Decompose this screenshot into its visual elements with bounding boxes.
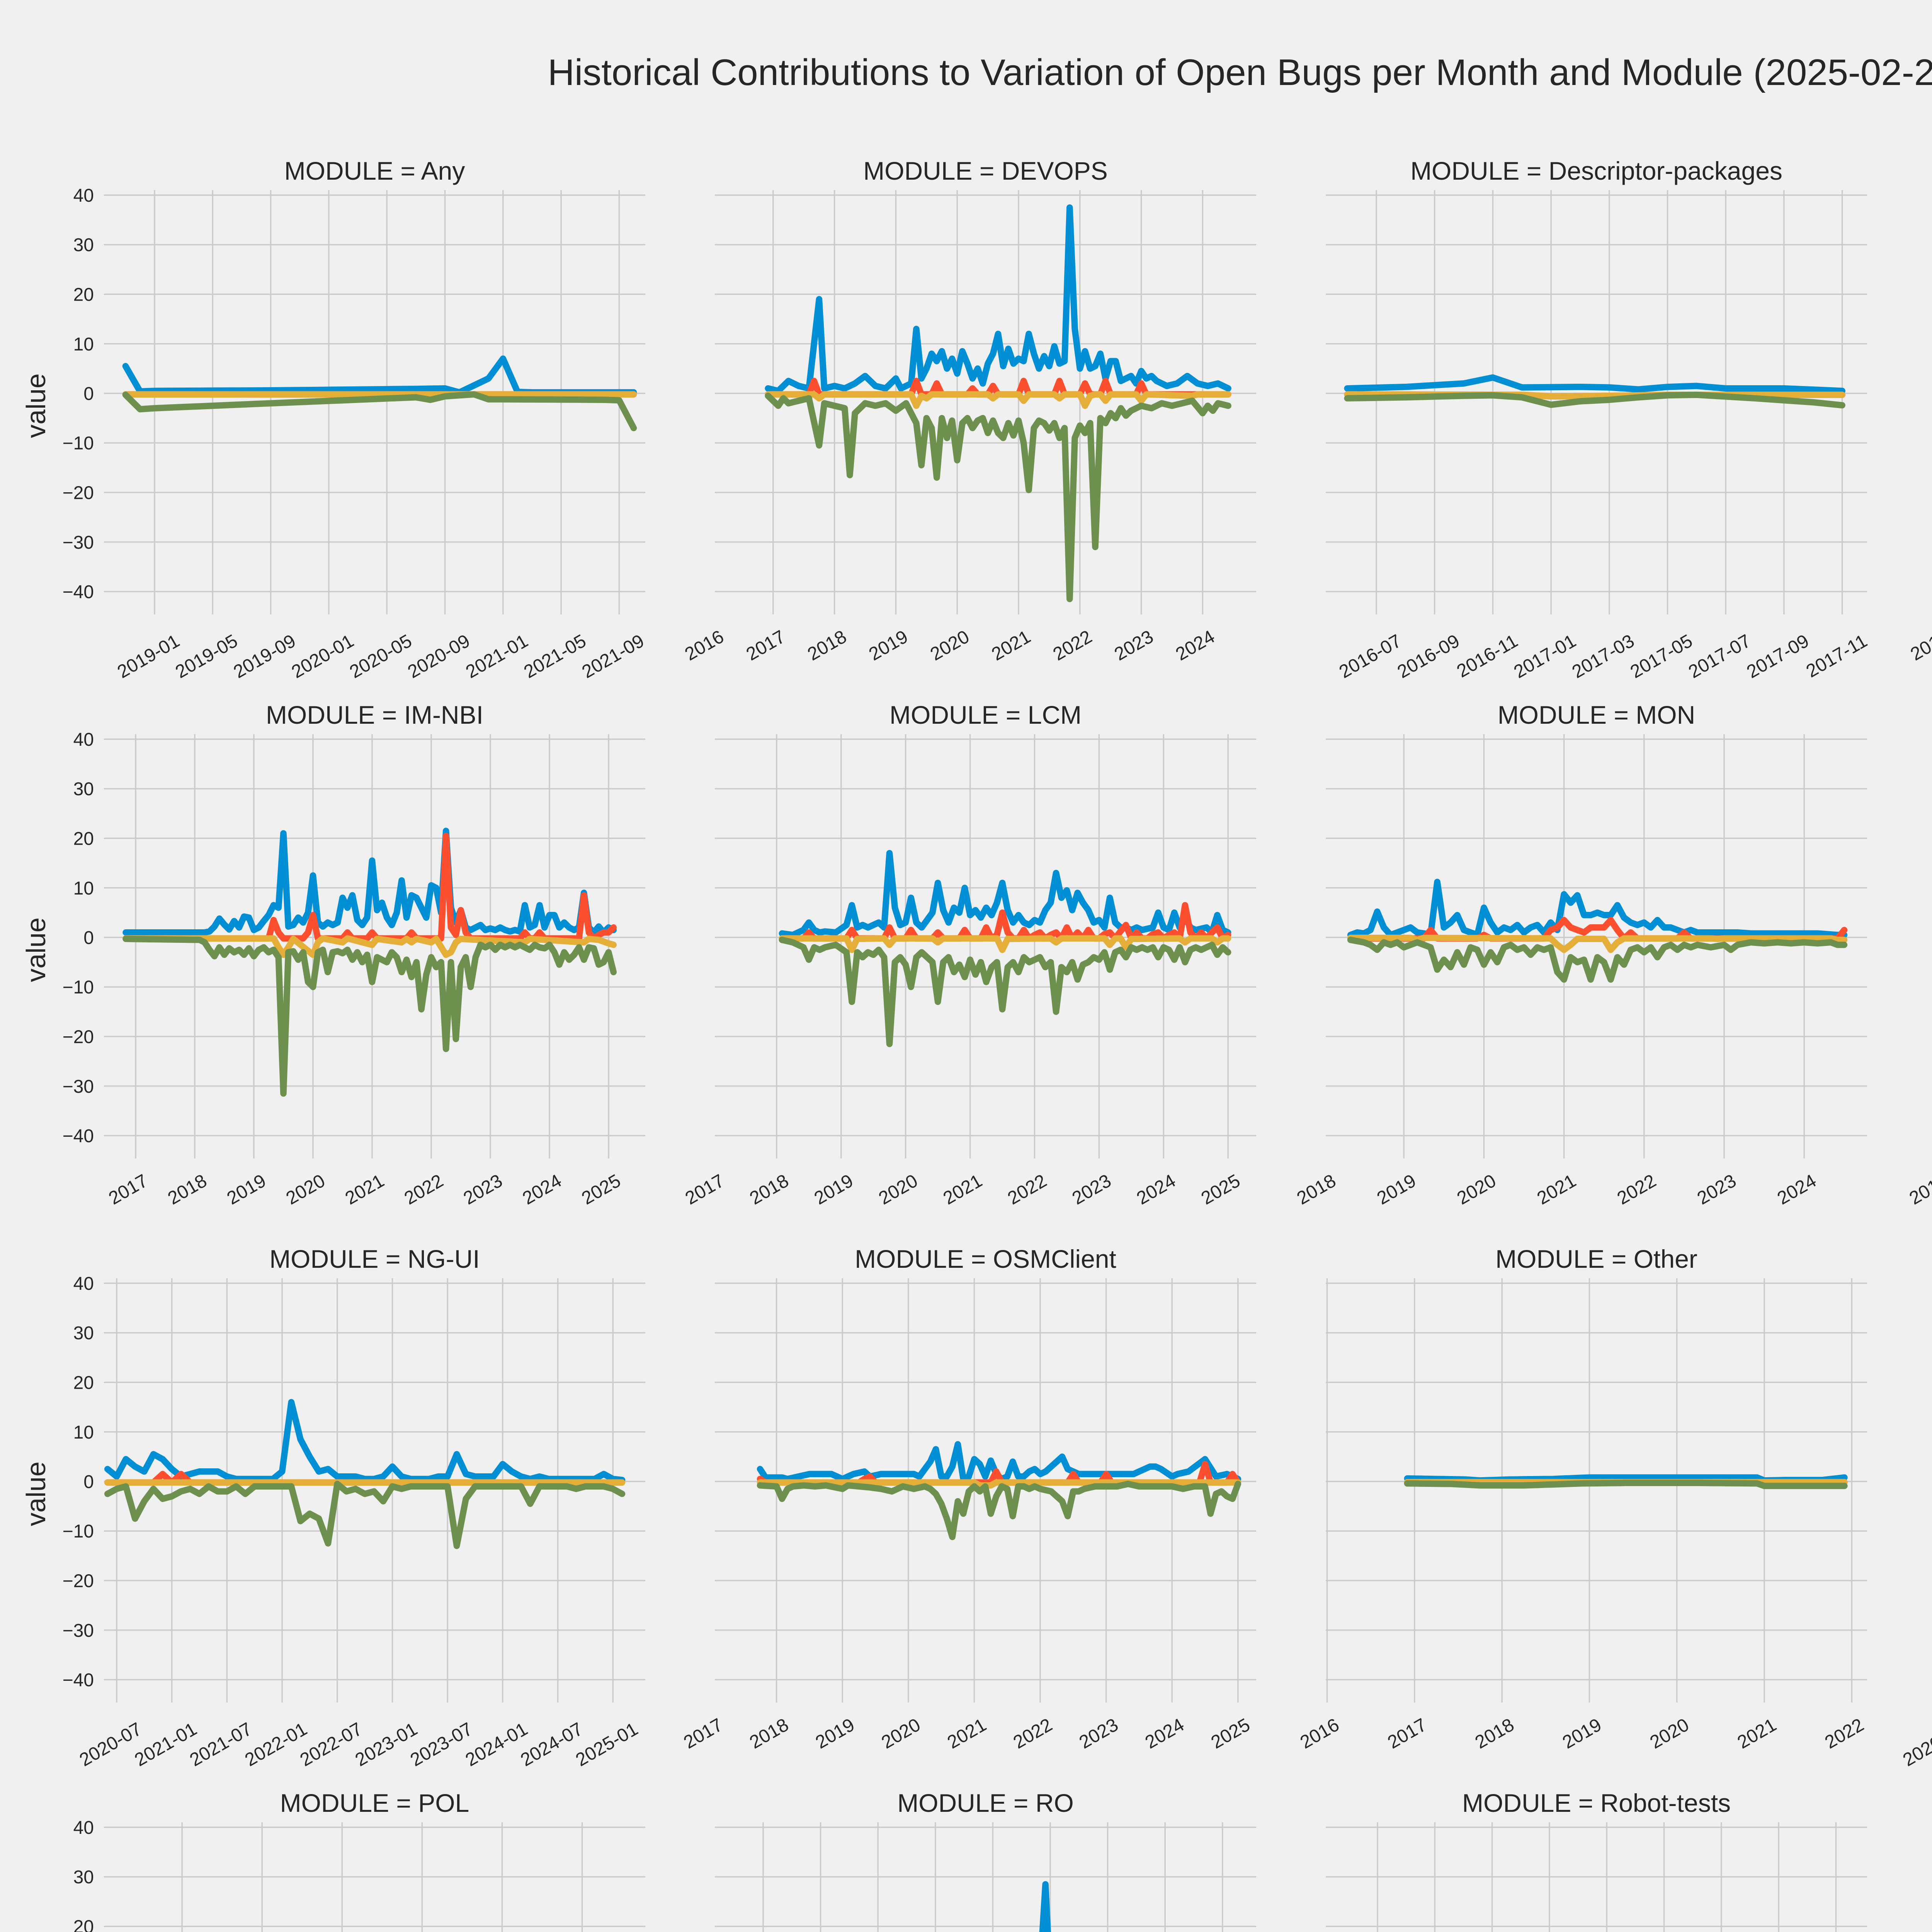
svg-text:10: 10: [73, 1422, 94, 1443]
svg-text:20: 20: [73, 285, 94, 305]
svg-text:0: 0: [83, 384, 94, 404]
svg-text:MODULE = MON: MODULE = MON: [1498, 701, 1696, 729]
svg-text:−30: −30: [63, 1621, 94, 1641]
svg-text:30: 30: [73, 779, 94, 799]
svg-text:−40: −40: [63, 1670, 94, 1690]
svg-text:MODULE = Other: MODULE = Other: [1495, 1245, 1697, 1273]
svg-text:20: 20: [73, 1917, 94, 1932]
svg-text:−20: −20: [63, 483, 94, 503]
svg-text:value: value: [21, 373, 51, 438]
svg-text:−20: −20: [63, 1571, 94, 1592]
svg-text:MODULE = NG-UI: MODULE = NG-UI: [269, 1245, 480, 1273]
svg-text:40: 40: [73, 1818, 94, 1838]
svg-text:MODULE = Robot-tests: MODULE = Robot-tests: [1462, 1789, 1731, 1817]
svg-text:−40: −40: [63, 1126, 94, 1146]
svg-text:−10: −10: [63, 1521, 94, 1542]
svg-text:−10: −10: [63, 433, 94, 454]
svg-text:40: 40: [73, 185, 94, 206]
svg-text:MODULE = POL: MODULE = POL: [280, 1789, 469, 1817]
svg-text:40: 40: [73, 730, 94, 750]
svg-text:30: 30: [73, 1323, 94, 1344]
svg-text:MODULE = Any: MODULE = Any: [284, 156, 465, 185]
svg-text:Historical Contributions to Va: Historical Contributions to Variation of…: [548, 52, 1932, 93]
svg-text:MODULE = Descriptor-packages: MODULE = Descriptor-packages: [1410, 156, 1782, 185]
svg-text:0: 0: [83, 1472, 94, 1492]
svg-text:0: 0: [83, 928, 94, 948]
svg-text:20: 20: [73, 829, 94, 849]
svg-text:value: value: [21, 1461, 51, 1526]
svg-text:10: 10: [73, 878, 94, 899]
svg-text:MODULE = OSMClient: MODULE = OSMClient: [855, 1245, 1116, 1273]
svg-text:20: 20: [73, 1373, 94, 1393]
svg-text:value: value: [21, 917, 51, 982]
svg-text:30: 30: [73, 235, 94, 255]
svg-text:MODULE = RO: MODULE = RO: [897, 1789, 1074, 1817]
svg-text:−30: −30: [63, 1077, 94, 1097]
svg-text:MODULE = DEVOPS: MODULE = DEVOPS: [863, 156, 1108, 185]
svg-text:40: 40: [73, 1274, 94, 1294]
svg-text:−30: −30: [63, 532, 94, 553]
svg-text:−40: −40: [63, 582, 94, 602]
svg-text:30: 30: [73, 1867, 94, 1888]
svg-text:MODULE = LCM: MODULE = LCM: [889, 701, 1082, 729]
svg-text:−10: −10: [63, 977, 94, 998]
svg-text:−20: −20: [63, 1027, 94, 1048]
svg-text:10: 10: [73, 334, 94, 355]
svg-text:MODULE = IM-NBI: MODULE = IM-NBI: [266, 701, 483, 729]
